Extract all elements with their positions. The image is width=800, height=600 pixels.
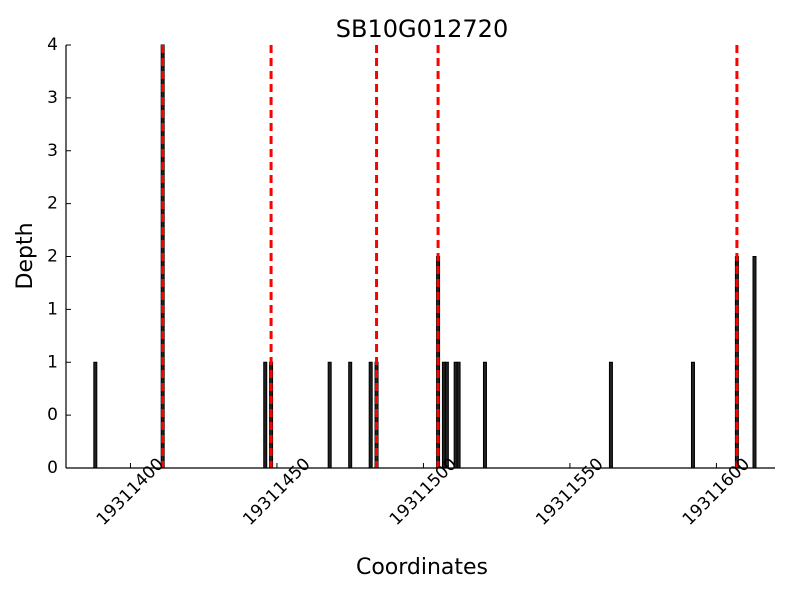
bar — [482, 361, 487, 469]
bar — [263, 361, 268, 469]
bar — [608, 361, 613, 469]
y-tick-label: 3 — [47, 141, 58, 161]
bar — [327, 361, 332, 469]
y-tick-label: 1 — [47, 352, 58, 372]
y-tick-label: 4 — [47, 35, 58, 55]
y-tick-label: 0 — [47, 458, 58, 478]
bar — [444, 361, 449, 469]
bar — [752, 256, 757, 469]
y-axis-label: Depth — [13, 222, 38, 289]
y-tick-label: 3 — [47, 88, 58, 108]
bar — [348, 361, 353, 469]
bar — [456, 361, 461, 469]
bar — [690, 361, 695, 469]
bar — [93, 361, 98, 469]
y-tick-label: 2 — [47, 247, 58, 267]
chart-title: SB10G012720 — [336, 15, 508, 43]
y-tick-label: 2 — [47, 194, 58, 214]
bar — [368, 361, 373, 469]
y-tick-label: 0 — [47, 405, 58, 425]
x-axis-label: Coordinates — [356, 555, 488, 580]
y-tick-label: 1 — [47, 299, 58, 319]
